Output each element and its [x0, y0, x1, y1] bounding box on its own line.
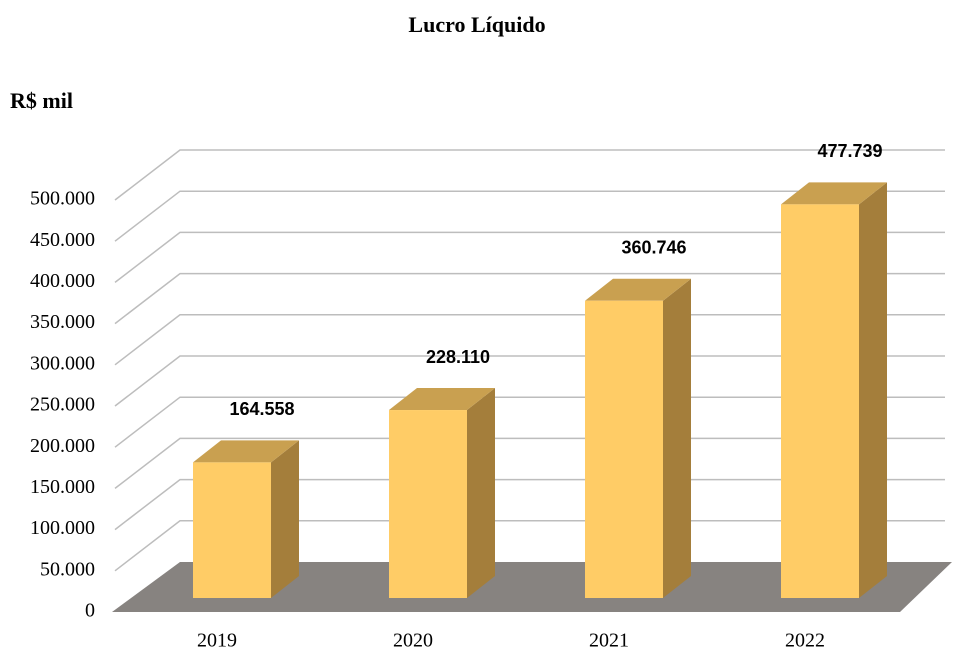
y-tick-label: 450.000	[30, 229, 95, 251]
y-tick-label: 350.000	[30, 311, 95, 333]
bar-side	[271, 440, 299, 598]
y-axis-label: R$ mil	[10, 88, 73, 113]
x-tick-label: 2021	[589, 630, 629, 652]
bar-top	[389, 388, 495, 411]
y-tick-label: 200.000	[30, 435, 95, 457]
y-tick-label: 250.000	[30, 394, 95, 416]
data-label: 477.739	[817, 141, 882, 161]
grid-line	[114, 272, 945, 325]
x-tick-label: 2020	[393, 630, 433, 652]
bar	[193, 462, 271, 598]
x-tick-label: 2019	[197, 630, 237, 652]
y-tick-label: 0	[85, 600, 95, 622]
bar-top	[781, 182, 887, 205]
y-tick-label: 50.000	[40, 558, 95, 580]
data-label: 228.110	[426, 347, 490, 367]
bar	[389, 410, 467, 598]
y-tick-label: 400.000	[30, 270, 95, 292]
y-tick-label: 500.000	[30, 188, 95, 210]
bar-top	[585, 278, 691, 301]
y-tick-label: 100.000	[30, 517, 95, 539]
bar	[585, 300, 663, 598]
y-tick-label: 150.000	[30, 476, 95, 498]
bar	[781, 204, 859, 598]
bar-side	[663, 278, 691, 598]
data-label: 360.746	[621, 237, 686, 257]
grid-line	[114, 190, 945, 242]
grid-line	[114, 231, 945, 283]
data-label: 164.558	[229, 399, 294, 419]
bar-side	[859, 182, 887, 598]
bar-top	[193, 440, 299, 463]
grid-line	[114, 149, 945, 201]
floor	[112, 562, 952, 612]
bar-side	[467, 388, 495, 598]
x-tick-label: 2022	[785, 630, 825, 652]
y-tick-label: 300.000	[30, 352, 95, 374]
chart-title: Lucro Líquido	[408, 12, 545, 37]
